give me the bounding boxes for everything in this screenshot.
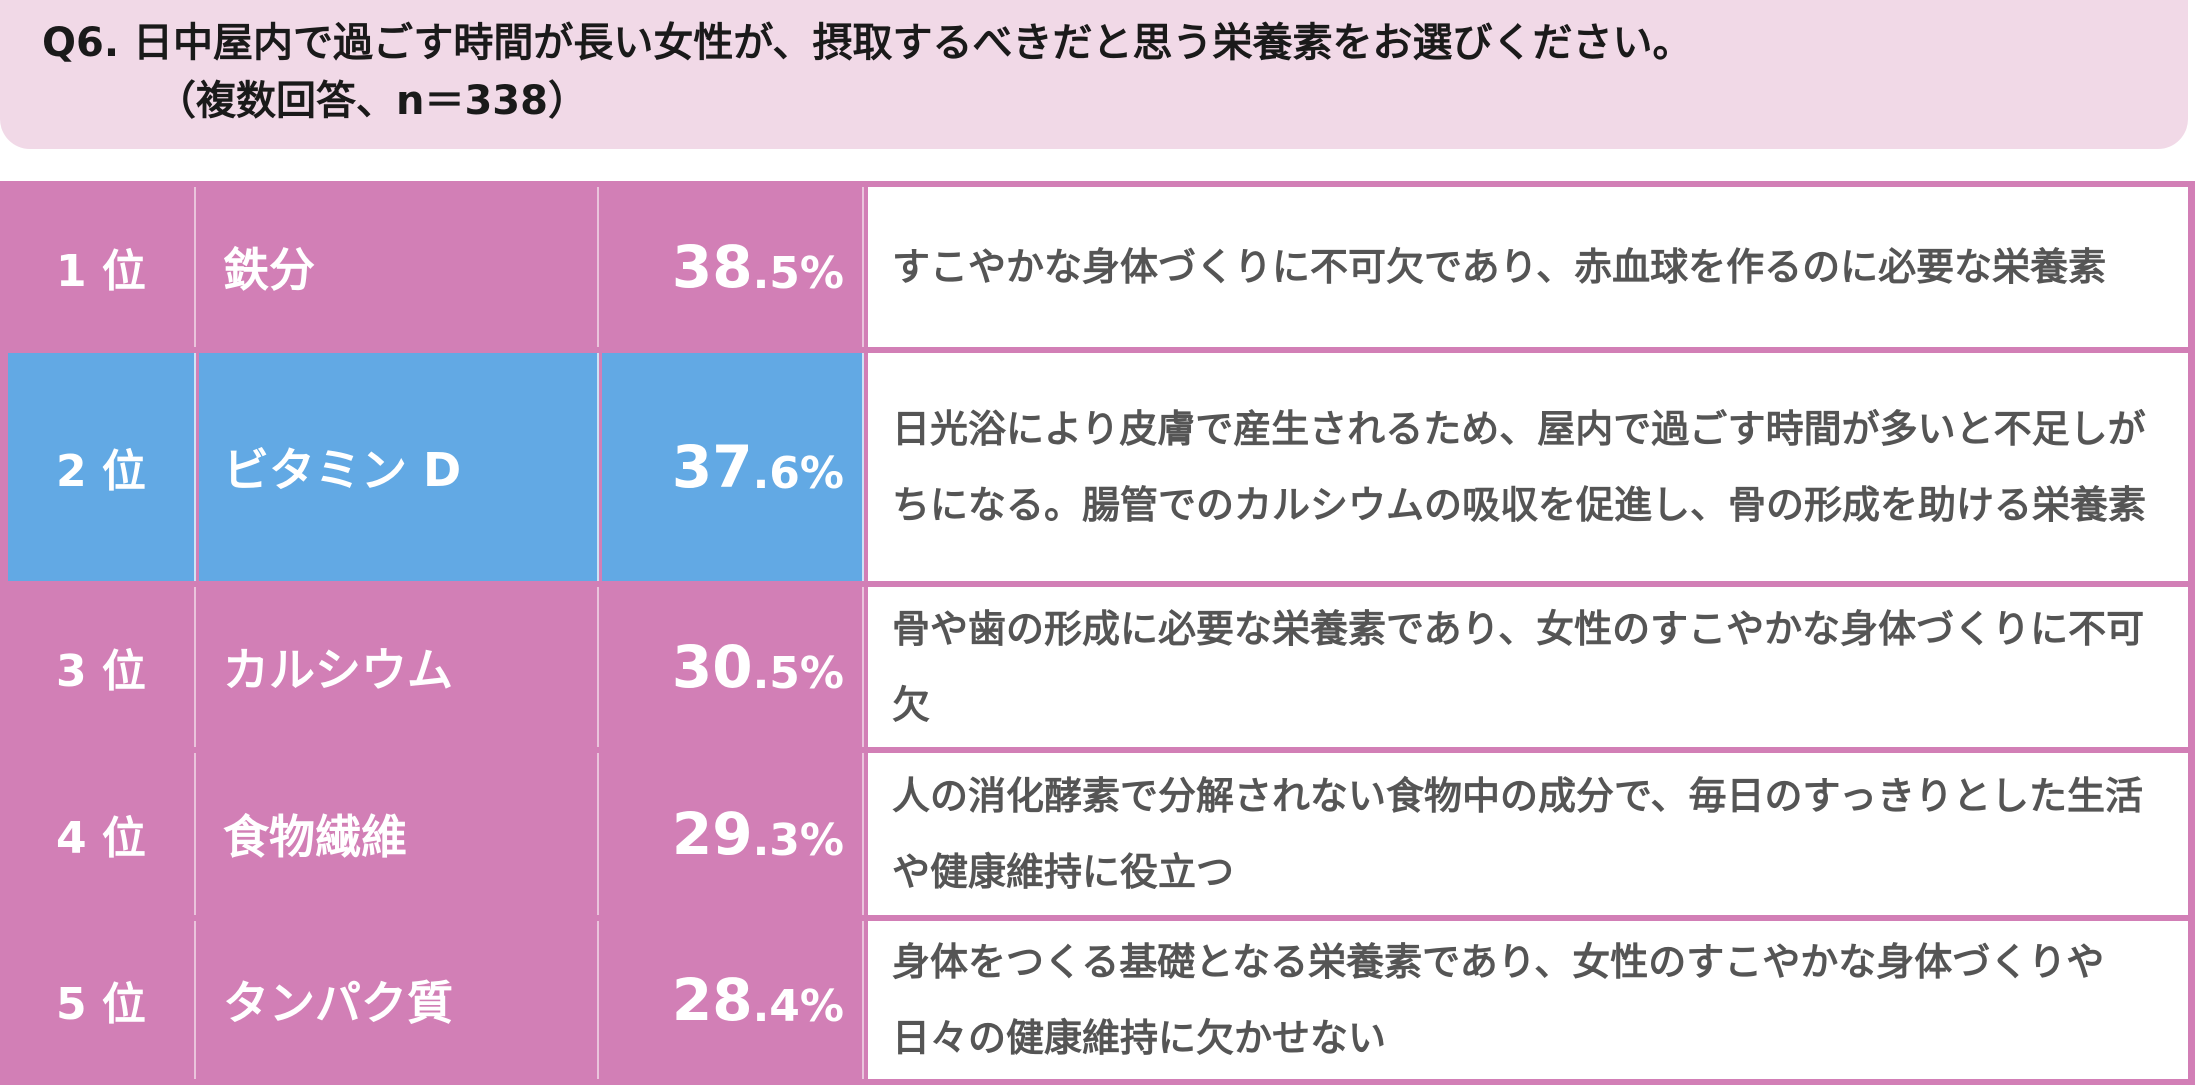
percentage: 29.3%	[602, 753, 864, 915]
percentage-decimal: .4%	[752, 980, 844, 1032]
question-note: （複数回答、n＝338）	[156, 78, 588, 124]
percentage-decimal: .5%	[752, 247, 844, 299]
percentage: 38.5%	[602, 187, 864, 347]
rank-label: 3 位	[8, 587, 196, 747]
description-text: 人の消化酵素で分解されない食物中の成分で、毎日のすっきりとした生活や健康維持に役…	[892, 774, 2143, 894]
table-row-5: 5 位 タンパク質 28.4% 身体をつくる基礎となる栄養素であり、女性のすこや…	[0, 915, 2195, 1079]
nutrient-name: カルシウム	[199, 587, 599, 747]
percentage-decimal: .6%	[752, 447, 844, 499]
percentage-decimal: .5%	[752, 647, 844, 699]
nutrient-description: 骨や歯の形成に必要な栄養素であり、女性のすこやかな身体づくりに不可欠	[868, 587, 2188, 747]
percentage-decimal: .3%	[752, 814, 844, 866]
nutrient-description: 日光浴により皮膚で産生されるため、屋内で過ごす時間が多いと不足しがちになる。腸管…	[868, 353, 2188, 581]
percentage-integer: 28	[671, 966, 753, 1034]
description-text: すこやかな身体づくりに不可欠であり、赤血球を作るのに必要な栄養素	[892, 245, 2107, 289]
rank-label: 2 位	[8, 353, 196, 581]
percentage-integer: 29	[671, 800, 753, 868]
rank-label: 5 位	[8, 921, 196, 1079]
table-row-3: 3 位 カルシウム 30.5% 骨や歯の形成に必要な栄養素であり、女性のすこやか…	[0, 581, 2195, 747]
percentage: 37.6%	[602, 353, 864, 581]
nutrient-name: 食物繊維	[199, 753, 599, 915]
ranking-table: 1 位 鉄分 38.5% すこやかな身体づくりに不可欠であり、赤血球を作るのに必…	[0, 181, 2195, 1085]
rank-label: 4 位	[8, 753, 196, 915]
nutrient-name: タンパク質	[199, 921, 599, 1079]
percentage-integer: 38	[671, 233, 753, 301]
nutrient-description: すこやかな身体づくりに不可欠であり、赤血球を作るのに必要な栄養素	[868, 187, 2188, 347]
nutrient-name: 鉄分	[199, 187, 599, 347]
table-row-1: 1 位 鉄分 38.5% すこやかな身体づくりに不可欠であり、赤血球を作るのに必…	[0, 181, 2195, 347]
question-header: Q6. 日中屋内で過ごす時間が長い女性が、摂取するべきだと思う栄養素をお選びくだ…	[0, 0, 2188, 149]
description-text: 身体をつくる基礎となる栄養素であり、女性のすこやかな身体づくりや日々の健康維持に…	[892, 940, 2105, 1060]
rank-label: 1 位	[8, 187, 196, 347]
nutrient-name: ビタミン D	[199, 353, 599, 581]
percentage: 28.4%	[602, 921, 864, 1079]
question-text: Q6. 日中屋内で過ごす時間が長い女性が、摂取するべきだと思う栄養素をお選びくだ…	[42, 20, 1693, 66]
percentage-integer: 37	[671, 433, 753, 501]
table-row-2: 2 位 ビタミン D 37.6% 日光浴により皮膚で産生されるため、屋内で過ごす…	[0, 347, 2195, 581]
nutrient-description: 人の消化酵素で分解されない食物中の成分で、毎日のすっきりとした生活や健康維持に役…	[868, 753, 2188, 915]
description-text: 骨や歯の形成に必要な栄養素であり、女性のすこやかな身体づくりに不可欠	[892, 607, 2145, 727]
table-row-4: 4 位 食物繊維 29.3% 人の消化酵素で分解されない食物中の成分で、毎日のす…	[0, 747, 2195, 915]
percentage-integer: 30	[671, 633, 753, 701]
percentage: 30.5%	[602, 587, 864, 747]
description-text: 日光浴により皮膚で産生されるため、屋内で過ごす時間が多いと不足しがちになる。腸管…	[892, 407, 2147, 527]
nutrient-description: 身体をつくる基礎となる栄養素であり、女性のすこやかな身体づくりや日々の健康維持に…	[868, 921, 2188, 1079]
